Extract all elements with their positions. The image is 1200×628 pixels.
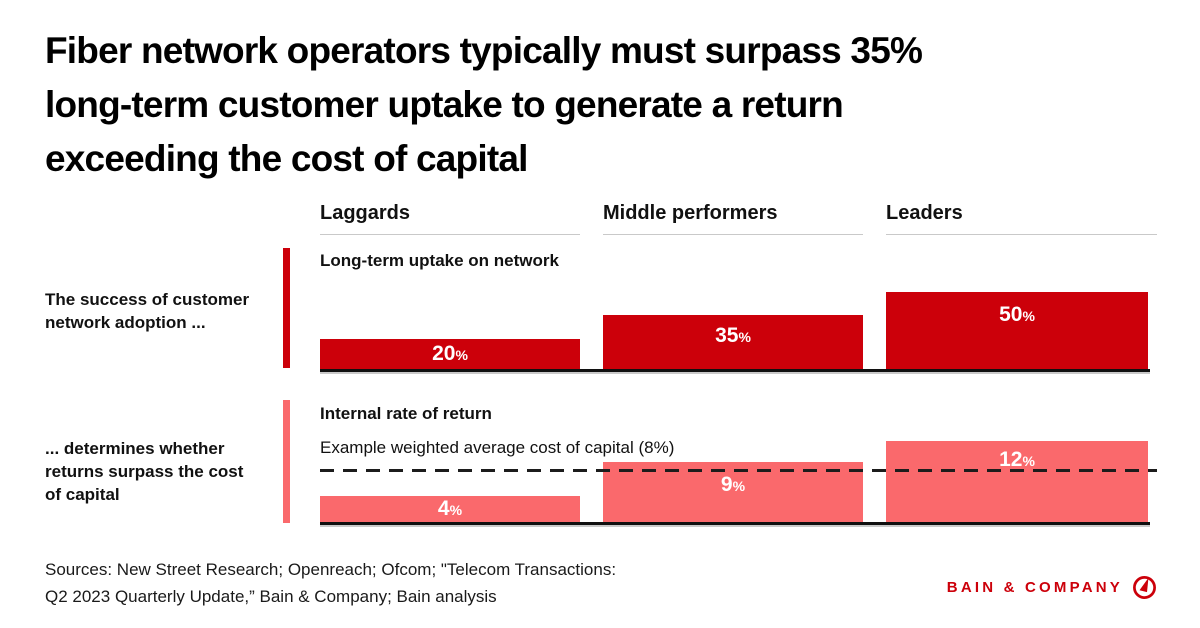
bain-compass-icon [1133, 576, 1156, 599]
bar-value-label: 20% [432, 342, 468, 365]
row1-metric-label: Long-term uptake on network [320, 251, 559, 270]
row1-side-label-line2: network adoption ... [45, 313, 206, 332]
row2-side-label-line2: returns surpass the cost [45, 462, 244, 481]
column-header-middle-performers: Middle performers [603, 202, 863, 235]
row2-baseline [320, 522, 1150, 525]
row1-accent-bar [283, 248, 290, 368]
page-title: Fiber network operators typically must s… [45, 24, 1165, 186]
row1-plot-area: 20% 35% 50% [320, 290, 1157, 370]
column-header-laggards: Laggards [320, 202, 580, 235]
bar-uptake-leaders: 50% [886, 292, 1148, 370]
title-line-3: exceeding the cost of capital [45, 138, 528, 179]
row2-side-label-line1: ... determines whether [45, 439, 225, 458]
bar-irr-leaders: 12% [886, 441, 1148, 523]
row2-reference-label: Example weighted average cost of capital… [320, 438, 675, 457]
bar-uptake-middle: 35% [603, 315, 863, 370]
row2-metric-label: Internal rate of return [320, 404, 492, 423]
wacc-reference-dashed-line [320, 469, 1157, 472]
row1-side-label-line1: The success of customer [45, 290, 250, 309]
bar-value-label: 4% [437, 497, 463, 520]
bain-company-logo: BAIN & COMPANY [947, 575, 1157, 600]
row2-side-label: ... determines whether returns surpass t… [45, 437, 295, 506]
bar-value-label: 50% [999, 303, 1035, 326]
bar-irr-middle: 9% [603, 462, 863, 523]
bar-value-label: 35% [715, 324, 751, 347]
column-header-leaders: Leaders [886, 202, 1157, 235]
bar-value-label: 12% [999, 448, 1035, 471]
bar-irr-laggards: 4% [320, 496, 580, 523]
row1-baseline [320, 369, 1150, 372]
bar-value-label: 9% [720, 473, 746, 496]
row1-side-label: The success of customer network adoption… [45, 288, 295, 334]
sources-note: Sources: New Street Research; Openreach;… [45, 556, 616, 610]
sources-line-2: Q2 2023 Quarterly Update,” Bain & Compan… [45, 587, 497, 606]
sources-line-1: Sources: New Street Research; Openreach;… [45, 560, 617, 579]
row2-accent-bar [283, 400, 290, 523]
row2-plot-area: 4% 9% 12% [320, 438, 1157, 523]
bar-uptake-laggards: 20% [320, 339, 580, 370]
title-line-1: Fiber network operators typically must s… [45, 30, 923, 71]
title-line-2: long-term customer uptake to generate a … [45, 84, 844, 125]
bain-logo-wordmark: BAIN & COMPANY [946, 579, 1123, 596]
row2-side-label-line3: of capital [45, 485, 120, 504]
